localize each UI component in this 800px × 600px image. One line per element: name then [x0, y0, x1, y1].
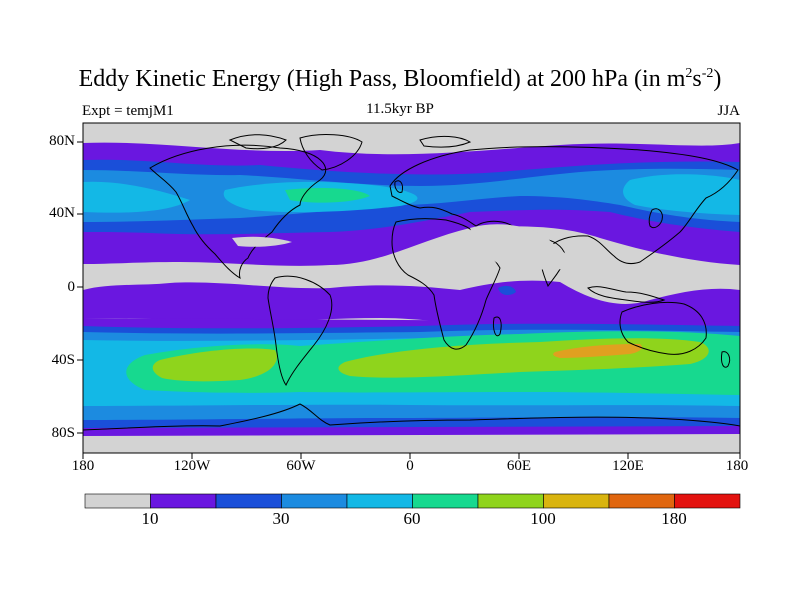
coast-greenland — [299, 134, 363, 171]
axis-ticks — [77, 141, 741, 459]
colorbar-box-6 — [477, 493, 544, 509]
title-sup2: -2 — [701, 66, 714, 81]
title-end: ) — [713, 66, 722, 92]
coast-indonesia — [587, 286, 666, 303]
lat-label-0: 0 — [67, 279, 76, 295]
lon-label-180w: 180 — [71, 458, 95, 474]
coast-japan — [648, 208, 663, 229]
lat-label-40n: 40N — [49, 205, 75, 221]
figure-title: Eddy Kinetic Energy (High Pass, Bloomfie… — [0, 66, 800, 93]
season-label: JJA — [717, 103, 740, 119]
eq-band-blue-patch — [498, 285, 516, 296]
colorbar-box-3 — [281, 493, 348, 509]
lon-label-0: 0 — [406, 458, 414, 474]
title-mid: s — [692, 66, 702, 92]
lon-label-60e: 60E — [506, 458, 532, 474]
lat-label-80n: 80N — [49, 133, 75, 149]
title-sup1: 2 — [685, 66, 693, 81]
lat-label-40s: 40S — [51, 352, 75, 368]
sh-band-yellowgreen-west — [152, 348, 277, 382]
coast-uk — [394, 180, 403, 193]
subtitle: 11.5kyr BP — [366, 101, 434, 117]
lat-label-80s: 80S — [51, 425, 75, 441]
colorbar-box-2 — [215, 493, 282, 509]
colorbar-label-30: 30 — [272, 509, 290, 528]
coast-antarctica — [83, 403, 740, 431]
sahara-gray-patch — [470, 224, 590, 270]
nh-band-cyan-pacific — [83, 181, 190, 213]
coast-australia — [619, 301, 707, 355]
title-main: Eddy Kinetic Energy (High Pass, Bloomfie… — [78, 66, 686, 92]
colorbar-label-100: 100 — [530, 509, 556, 528]
nh-band-cyan-eastasia — [623, 174, 740, 215]
sh-band-orange — [553, 344, 642, 358]
lon-label-120e: 120E — [612, 458, 644, 474]
coast-new-zealand — [721, 351, 731, 368]
coast-arctic-islands — [228, 134, 472, 150]
coast-south-america — [267, 275, 333, 386]
colorbar-box-1 — [150, 493, 217, 509]
colorbar-box-9 — [674, 493, 741, 509]
colorbar-label-180: 180 — [661, 509, 687, 528]
experiment-label: Expt = temjM1 — [82, 103, 174, 119]
colorbar-box-8 — [608, 493, 675, 509]
map-frame — [82, 122, 741, 454]
colorbar-box-7 — [543, 493, 610, 509]
coast-madagascar — [493, 316, 502, 337]
colorbar-box-5 — [412, 493, 479, 509]
coast-north-america — [149, 144, 327, 280]
colorbar-box-4 — [346, 493, 413, 509]
colorbar — [84, 493, 741, 509]
coast-eurasia — [389, 146, 739, 265]
colorbar-label-10: 10 — [141, 509, 159, 528]
lon-label-120w: 120W — [173, 458, 211, 474]
colorbar-box-0 — [84, 493, 151, 509]
gulf-gray-patch — [232, 236, 292, 247]
lon-label-60w: 60W — [286, 458, 316, 474]
eke-contour-field — [83, 123, 740, 453]
colorbar-label-60: 60 — [403, 509, 421, 528]
lon-label-180e: 180 — [725, 458, 749, 474]
eq-band-violet — [83, 280, 740, 330]
